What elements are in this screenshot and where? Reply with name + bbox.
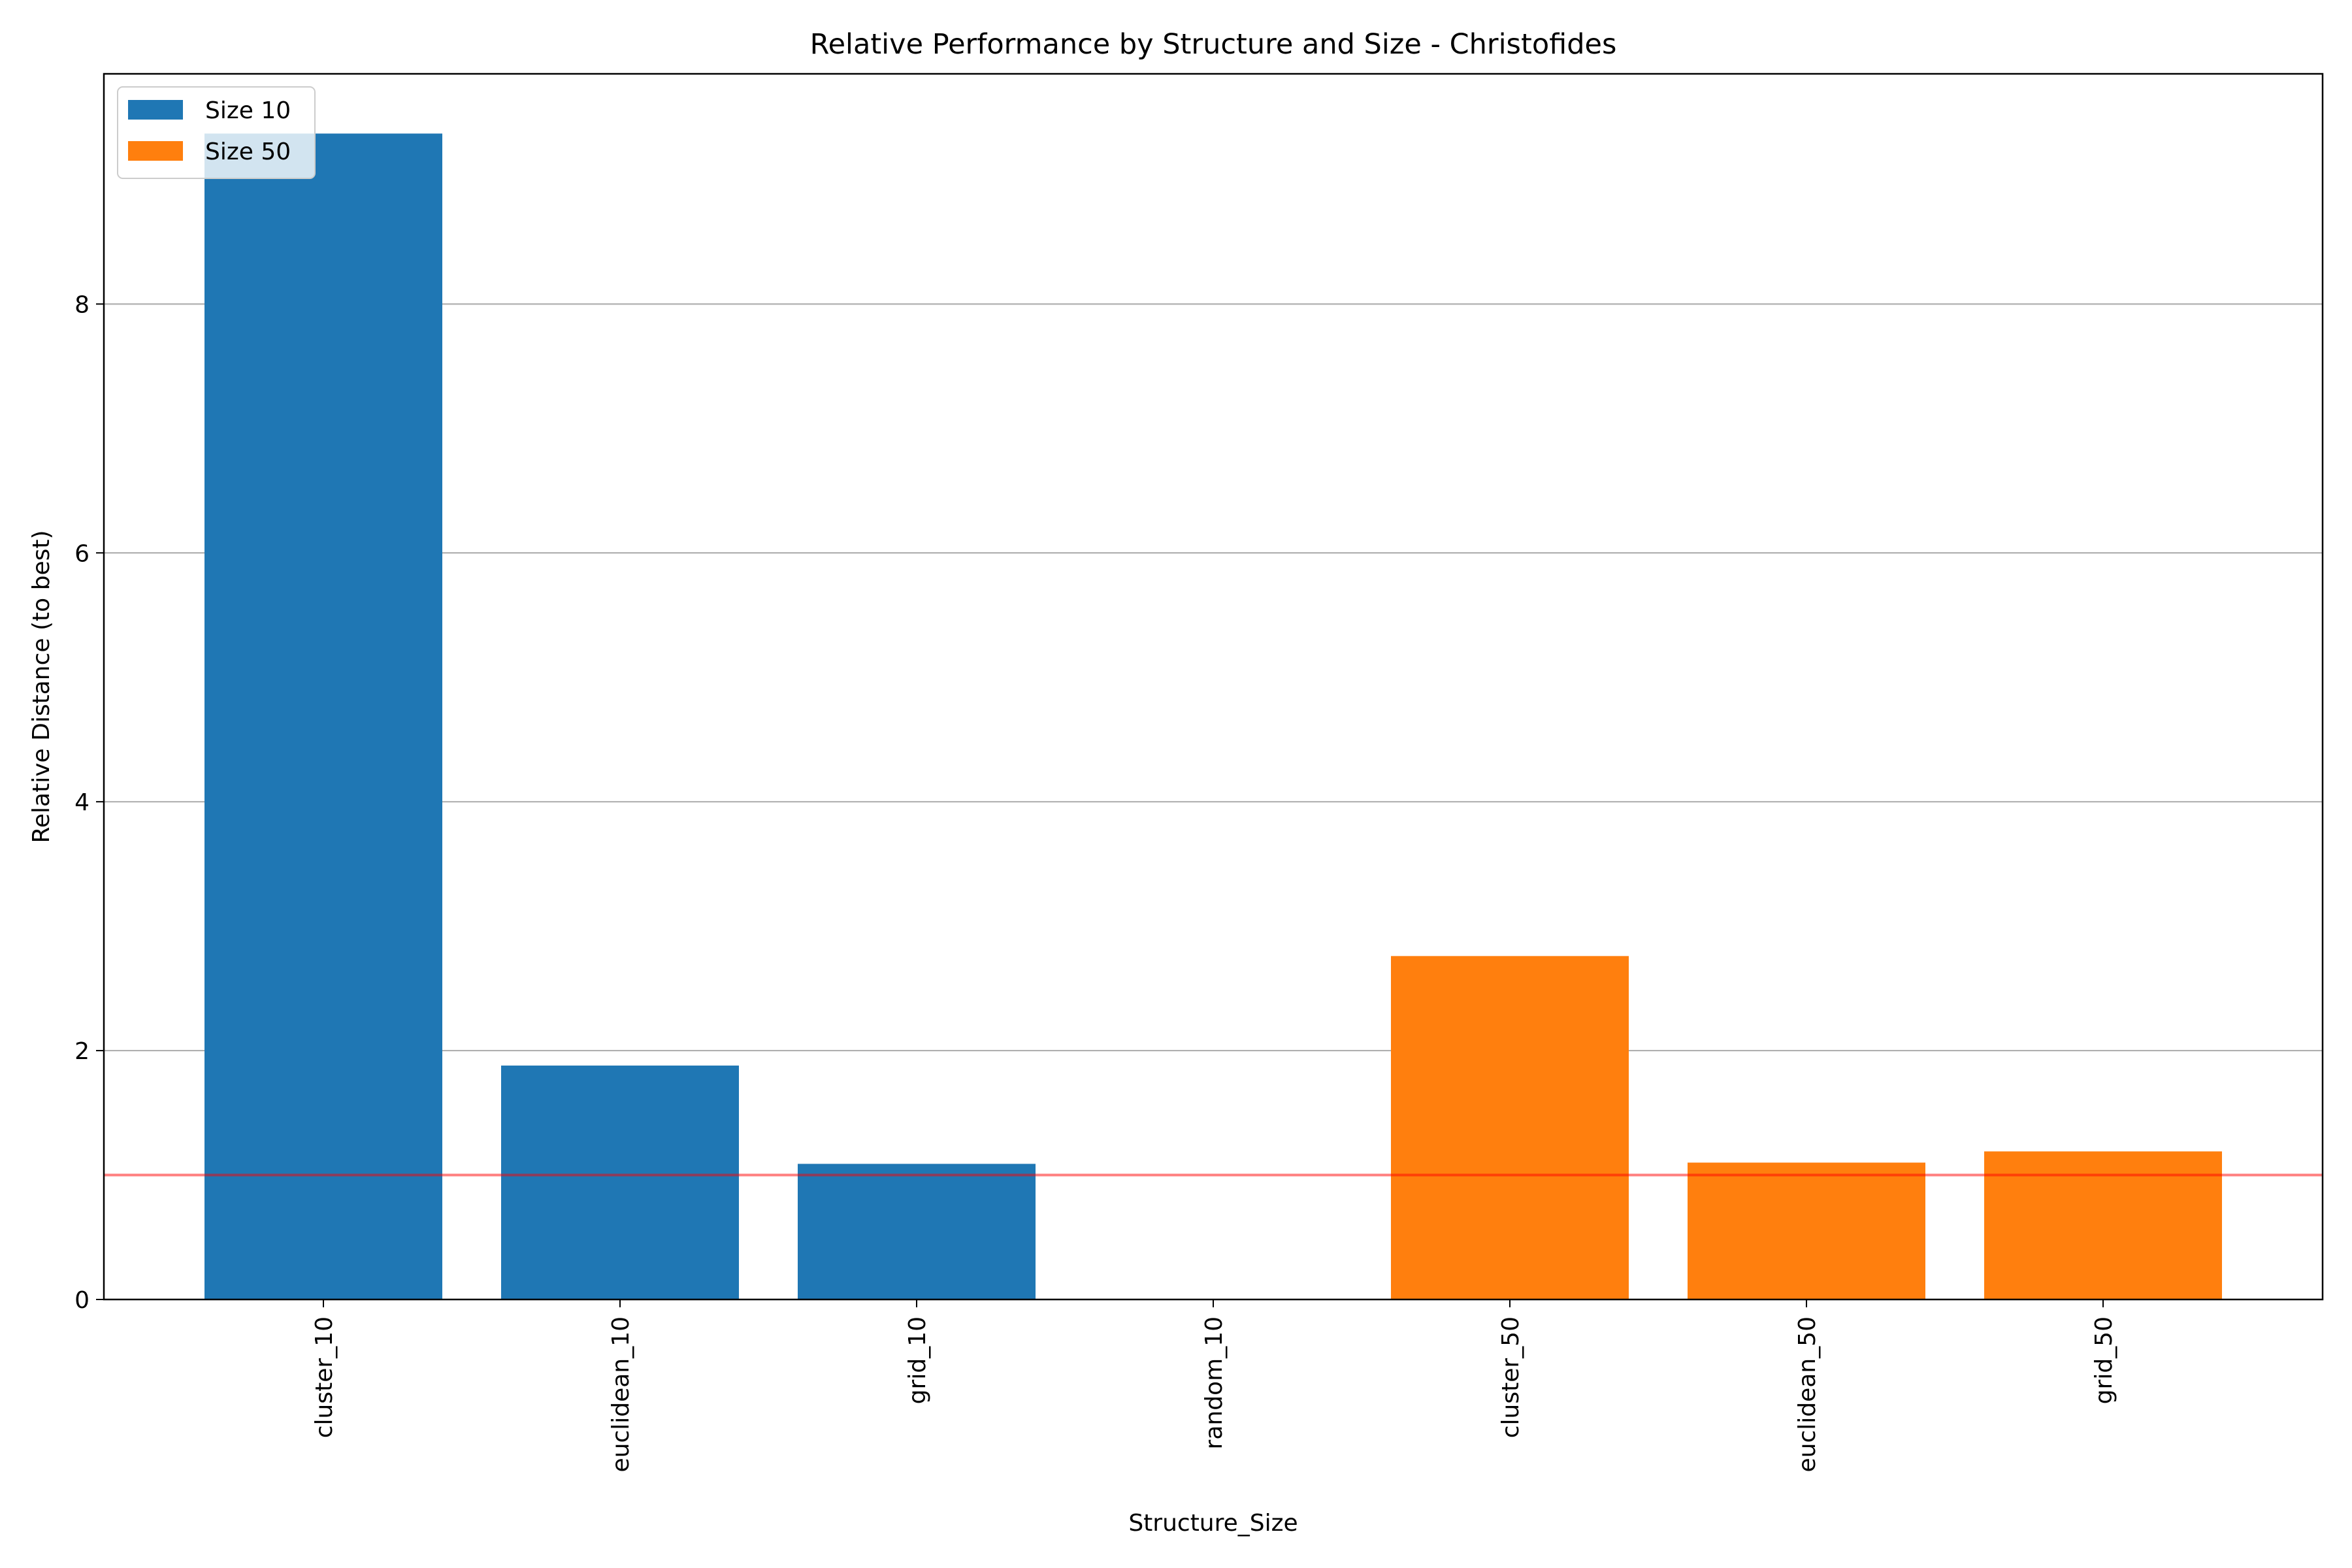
bar-grid-50 bbox=[1984, 1151, 2222, 1299]
bars bbox=[204, 133, 2222, 1299]
x-axis-label: Structure_Size bbox=[1128, 1510, 1298, 1537]
legend-swatch bbox=[128, 141, 183, 161]
y-axis-label: Relative Distance (to best) bbox=[28, 530, 55, 843]
chart-title: Relative Performance by Structure and Si… bbox=[810, 28, 1617, 61]
legend-label: Size 10 bbox=[205, 97, 291, 124]
legend: Size 10 Size 50 bbox=[117, 86, 316, 179]
bar-euclidean-10 bbox=[501, 1065, 739, 1299]
y-tick-label: 2 bbox=[74, 1038, 90, 1065]
bar-cluster-50 bbox=[1391, 956, 1629, 1299]
x-tick-label: random_10 bbox=[1201, 1316, 1228, 1449]
x-tick-label: euclidean_10 bbox=[608, 1316, 634, 1472]
bar-cluster-10 bbox=[204, 133, 442, 1299]
x-axis-ticks: cluster_10 euclidean_10 grid_10 random_10 cl… bbox=[311, 1299, 2117, 1472]
y-tick-label: 4 bbox=[74, 789, 90, 816]
bar-grid-10 bbox=[798, 1164, 1036, 1299]
y-axis-ticks: 0 2 4 6 8 bbox=[74, 291, 104, 1314]
x-tick-label: grid_50 bbox=[2091, 1316, 2117, 1404]
x-tick-label: cluster_10 bbox=[311, 1316, 338, 1438]
x-tick-label: euclidean_50 bbox=[1794, 1316, 1821, 1472]
y-tick-label: 8 bbox=[74, 291, 90, 318]
legend-swatch bbox=[128, 100, 183, 120]
x-tick-label: grid_10 bbox=[904, 1316, 931, 1404]
y-tick-label: 0 bbox=[74, 1287, 90, 1314]
grid-lines bbox=[104, 303, 2323, 1052]
legend-label: Size 50 bbox=[205, 139, 291, 165]
x-tick-label: cluster_50 bbox=[1497, 1316, 1524, 1438]
bar-euclidean-50 bbox=[1688, 1162, 1925, 1299]
y-tick-label: 6 bbox=[74, 540, 90, 567]
